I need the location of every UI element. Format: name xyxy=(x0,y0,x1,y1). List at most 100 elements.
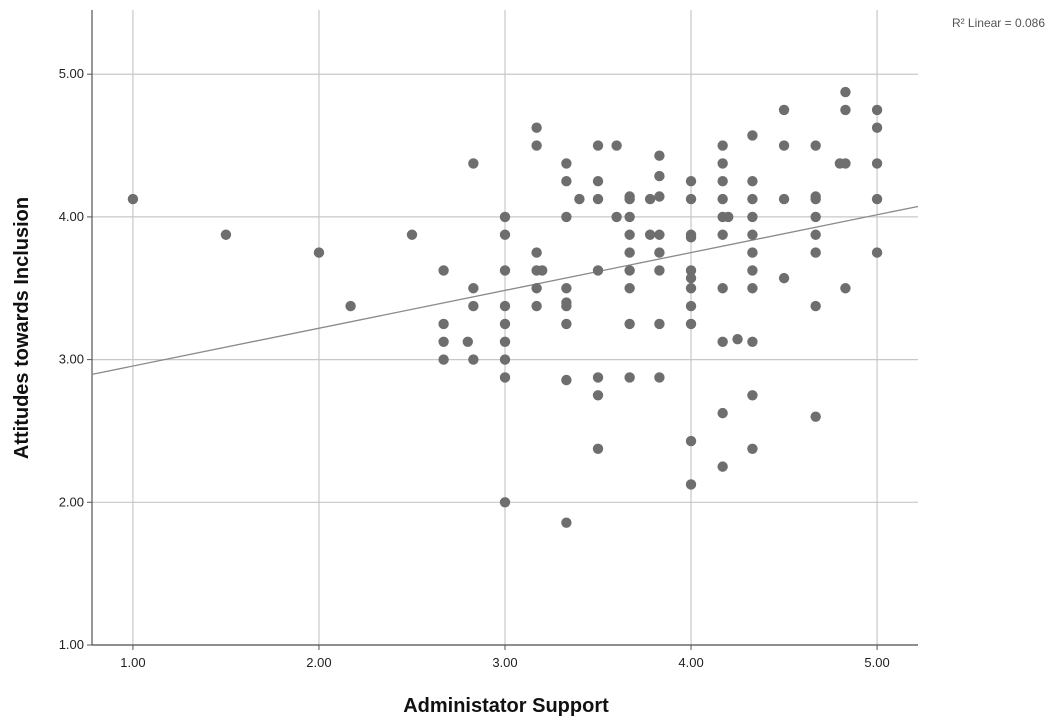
data-point xyxy=(499,372,511,383)
data-point xyxy=(654,150,665,161)
y-tick-label: 1.00 xyxy=(59,637,84,652)
data-point xyxy=(499,318,511,330)
data-point xyxy=(624,283,635,294)
data-point xyxy=(561,211,572,223)
data-point xyxy=(499,265,511,276)
data-point xyxy=(654,191,665,202)
data-point xyxy=(810,211,821,223)
data-point xyxy=(654,265,665,276)
data-point xyxy=(468,283,479,294)
data-point xyxy=(654,372,665,383)
data-point xyxy=(592,443,604,454)
data-point xyxy=(810,193,821,205)
data-point xyxy=(810,300,821,312)
data-point xyxy=(685,435,697,447)
data-point xyxy=(220,229,232,240)
data-point xyxy=(871,122,883,133)
data-point xyxy=(574,193,585,205)
data-point xyxy=(592,140,604,151)
data-point xyxy=(778,272,790,284)
data-point xyxy=(499,336,511,347)
data-point xyxy=(871,158,883,169)
data-point xyxy=(561,158,572,169)
data-point xyxy=(406,229,418,240)
data-point xyxy=(747,211,758,223)
data-point xyxy=(537,265,548,276)
data-point xyxy=(592,193,604,205)
data-point xyxy=(644,229,656,240)
data-point xyxy=(717,407,728,419)
data-point xyxy=(561,283,572,294)
fit-line-group xyxy=(91,205,919,375)
axes xyxy=(87,10,918,650)
data-point xyxy=(840,104,851,116)
data-point xyxy=(717,336,728,347)
data-point xyxy=(747,390,758,401)
data-point xyxy=(592,390,604,401)
data-point xyxy=(468,354,479,365)
data-point xyxy=(810,411,821,422)
data-point xyxy=(438,354,449,365)
data-point xyxy=(685,176,697,187)
data-point xyxy=(747,247,758,258)
data-point xyxy=(531,122,542,133)
y-tick-label: 2.00 xyxy=(59,494,84,509)
data-point xyxy=(499,497,511,508)
linear-fit-line xyxy=(91,205,919,375)
data-point xyxy=(840,158,851,169)
data-point xyxy=(717,176,728,187)
data-point xyxy=(561,517,572,528)
data-point xyxy=(778,193,790,205)
data-point xyxy=(810,229,821,240)
data-point xyxy=(313,247,325,258)
data-point xyxy=(561,300,572,312)
data-point xyxy=(747,130,758,141)
data-point xyxy=(531,300,542,312)
data-point xyxy=(611,211,622,223)
data-point xyxy=(747,229,758,240)
data-point xyxy=(499,300,511,312)
data-point xyxy=(468,158,479,169)
x-tick-label: 4.00 xyxy=(678,655,703,670)
fit-line-label: R² Linear = 0.086 xyxy=(952,16,1045,30)
data-points xyxy=(127,86,883,528)
y-axis-title: Attitudes towards Inclusion xyxy=(11,197,33,459)
data-point xyxy=(592,372,604,383)
data-point xyxy=(438,336,449,347)
data-point xyxy=(732,334,743,345)
data-point xyxy=(717,158,728,169)
data-point xyxy=(654,318,665,330)
data-point xyxy=(438,265,449,276)
tick-labels: 1.00 2.00 3.00 4.00 5.00 1.00 2.00 3.00 4.00 5.00 xyxy=(59,66,890,670)
data-point xyxy=(462,336,473,347)
data-point xyxy=(624,193,635,205)
x-axis-title: Administator Support xyxy=(403,695,609,717)
x-tick-label: 5.00 xyxy=(864,655,889,670)
data-point xyxy=(778,140,790,151)
data-point xyxy=(685,272,697,284)
data-point xyxy=(561,176,572,187)
data-point xyxy=(685,193,697,205)
data-point xyxy=(840,283,851,294)
data-point xyxy=(723,211,734,223)
data-point xyxy=(685,300,697,312)
data-point xyxy=(747,193,758,205)
data-point xyxy=(438,318,449,330)
data-point xyxy=(717,283,728,294)
data-point xyxy=(747,443,758,454)
data-point xyxy=(624,372,635,383)
data-point xyxy=(685,265,697,276)
data-point xyxy=(611,140,622,151)
data-point xyxy=(871,247,883,258)
data-point xyxy=(840,86,851,98)
data-point xyxy=(685,232,697,243)
data-point xyxy=(531,247,542,258)
data-point xyxy=(717,140,728,151)
data-point xyxy=(468,300,479,312)
data-point xyxy=(747,283,758,294)
data-point xyxy=(747,336,758,347)
x-tick-label: 1.00 xyxy=(120,655,145,670)
data-point xyxy=(717,229,728,240)
data-point xyxy=(592,265,604,276)
